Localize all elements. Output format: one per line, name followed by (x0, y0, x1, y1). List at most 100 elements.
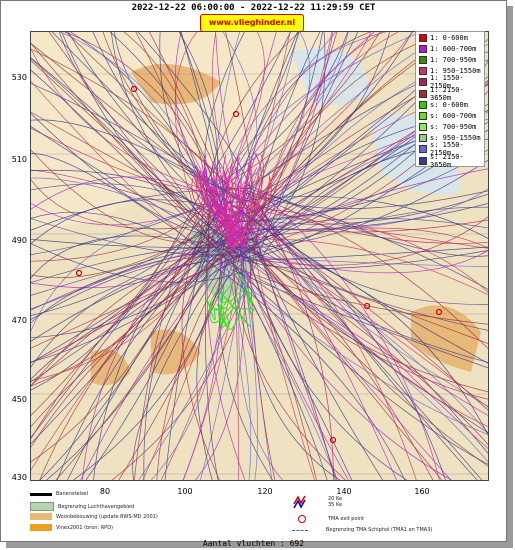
legend-label: 1: 2150-3650m (430, 85, 464, 102)
x-tick-label: 140 (336, 487, 352, 496)
flight-track (31, 119, 219, 188)
site-link[interactable]: www.vlieghinder.nl (200, 14, 304, 32)
flight-track (223, 172, 237, 248)
flight-track (59, 32, 248, 200)
airport-swatch (30, 502, 54, 511)
legend-label: 1: 950-1550m (430, 67, 481, 76)
flight-track (239, 32, 334, 266)
tma-exit-point (130, 85, 138, 93)
flight-track (232, 265, 488, 465)
flight-track-map[interactable] (30, 31, 489, 481)
flight-track (31, 176, 209, 210)
flight-track (241, 152, 263, 248)
flight-track (31, 83, 250, 208)
flight-track (192, 170, 239, 234)
flight-track (31, 245, 239, 427)
page-title: 2022-12-22 06:00:00 - 2022-12-22 11:29:5… (131, 3, 376, 13)
flight-track (230, 288, 253, 310)
legend-label: 1: 600-700m (430, 44, 477, 53)
y-tick-label: 450 (11, 395, 27, 404)
flight-track (221, 311, 241, 330)
flight-track (227, 161, 252, 244)
flight-track (150, 184, 226, 480)
flight-track (31, 261, 203, 368)
flight-track (259, 32, 311, 203)
flight-track (216, 203, 488, 230)
flight-track (258, 32, 359, 254)
flight-track (221, 32, 265, 189)
flight-track (206, 248, 246, 480)
vinex-swatch (30, 524, 52, 531)
legend-swatch (419, 156, 427, 165)
tma-exit-point (435, 308, 443, 316)
flight-track (246, 238, 488, 436)
key-label: 35 Ke (328, 502, 343, 508)
flight-track (67, 252, 219, 480)
key-runway: Banenstelsel (30, 491, 88, 497)
legend-swatch (419, 78, 427, 87)
flight-track (241, 240, 434, 480)
legend-swatch (419, 89, 427, 98)
flight-track (212, 238, 338, 480)
legend-label: 1: 0-600m (430, 33, 468, 42)
flight-track (31, 153, 208, 255)
tma-exit-icon (298, 515, 306, 523)
legend-item: s: 0-600m (416, 99, 484, 110)
flight-track (242, 32, 326, 259)
legend-item: 1: 950-1550m (416, 66, 484, 77)
key-tma-boundary: Begrenzing TMA Schiphol (TMA1 en TMA3) (292, 527, 432, 533)
flight-track (48, 32, 220, 253)
flight-track (31, 235, 204, 279)
flight-track (31, 238, 228, 383)
flight-track (231, 227, 488, 249)
flight-track (31, 220, 225, 289)
ke-contour-icon (293, 495, 306, 509)
flight-track (244, 185, 488, 427)
tma-exit-point (363, 302, 371, 310)
flight-track (216, 32, 375, 203)
y-tick-label: 470 (11, 316, 27, 325)
flight-track (225, 181, 233, 234)
flight-track (235, 157, 246, 240)
flight-track (31, 126, 258, 265)
legend-label: s: 600-700m (430, 111, 477, 120)
flight-track (254, 220, 488, 364)
flight-track (242, 250, 488, 269)
flight-track (233, 263, 353, 480)
flight-track (31, 57, 236, 262)
flight-track (31, 207, 223, 316)
flight-track (242, 174, 272, 243)
flight-track (208, 255, 488, 463)
track-layer (31, 32, 488, 480)
flight-track (249, 245, 276, 480)
legend-swatch (419, 111, 427, 120)
flight-track (134, 189, 213, 480)
flight-track (232, 182, 488, 209)
flight-track (214, 174, 237, 238)
legend-swatch (419, 44, 427, 53)
legend-item: s: 600-700m (416, 110, 484, 121)
x-tick-label: 120 (257, 487, 273, 496)
flight-track (228, 167, 258, 238)
flight-track (246, 32, 372, 215)
flight-track (31, 235, 212, 440)
flight-track (205, 286, 223, 310)
key-label: Begrenzing Luchthavengebied (58, 503, 135, 510)
flight-track (211, 32, 254, 232)
flight-track (220, 306, 235, 329)
flight-track (222, 32, 258, 183)
flight-track (242, 154, 271, 236)
legend-item: s: 700-950m (416, 122, 484, 133)
legend-swatch (419, 55, 427, 64)
y-tick-label: 430 (11, 473, 27, 482)
legend-item: 1: 2150-3650m (416, 85, 484, 102)
flight-track (205, 192, 219, 480)
flight-track (241, 172, 260, 249)
flight-track (31, 189, 245, 226)
key-vinex: Vinex2001 (bron: RPD) (30, 524, 113, 531)
flight-track (31, 211, 210, 258)
flight-track (31, 60, 208, 226)
flight-track (258, 247, 488, 331)
flight-track (208, 200, 488, 249)
flight-track (194, 240, 245, 480)
